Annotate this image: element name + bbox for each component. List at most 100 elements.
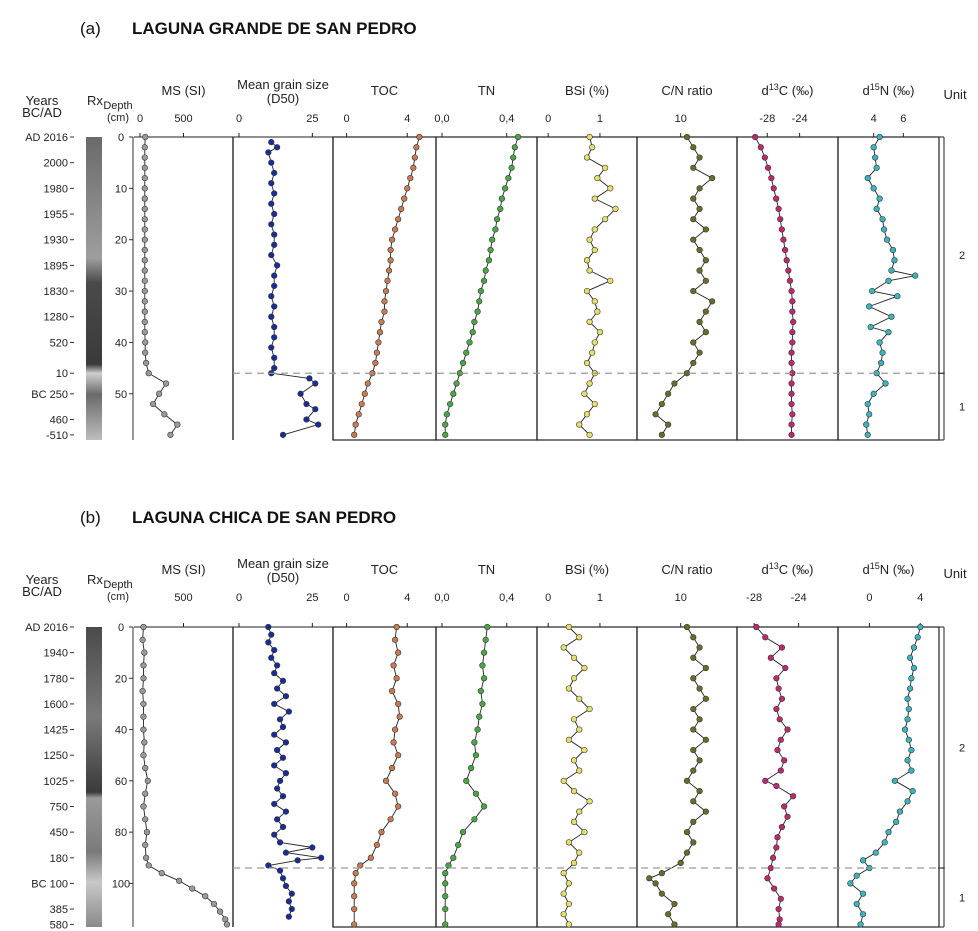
data-point bbox=[777, 736, 784, 743]
data-point bbox=[395, 752, 402, 759]
depth-tick-label: 10 bbox=[115, 183, 127, 195]
x-tick-label: 4 bbox=[404, 113, 410, 125]
depth-tick-label: 0 bbox=[118, 622, 124, 634]
core-label: Rx bbox=[87, 93, 103, 108]
data-point bbox=[502, 185, 509, 192]
data-point bbox=[702, 257, 709, 264]
data-point bbox=[658, 870, 665, 877]
data-point bbox=[358, 400, 365, 408]
series-line bbox=[648, 626, 707, 925]
data-point bbox=[279, 823, 287, 831]
data-point bbox=[271, 670, 278, 677]
data-point bbox=[690, 654, 697, 661]
data-point bbox=[785, 267, 792, 274]
data-point bbox=[271, 731, 278, 738]
data-point bbox=[565, 839, 572, 846]
data-point bbox=[413, 144, 420, 151]
data-point bbox=[586, 380, 593, 387]
data-point bbox=[306, 375, 313, 382]
data-point bbox=[591, 195, 598, 202]
data-point bbox=[361, 390, 368, 397]
data-point bbox=[586, 236, 593, 243]
data-point bbox=[381, 298, 388, 305]
data-point bbox=[442, 421, 449, 428]
data-point bbox=[497, 205, 504, 212]
data-point bbox=[908, 675, 915, 682]
data-point bbox=[141, 216, 148, 223]
series-6: d13C (‰) -28 -24 bbox=[736, 561, 839, 928]
data-point bbox=[789, 793, 797, 800]
data-point bbox=[690, 634, 697, 641]
data-point bbox=[778, 823, 786, 831]
data-point bbox=[145, 862, 152, 869]
data-point bbox=[696, 267, 703, 274]
data-point bbox=[282, 693, 290, 700]
data-point bbox=[771, 885, 778, 892]
series-header: MS (SI) bbox=[161, 83, 205, 98]
data-point bbox=[665, 390, 672, 397]
data-point bbox=[658, 431, 665, 438]
unit-label: 1 bbox=[959, 402, 965, 414]
data-point bbox=[581, 664, 588, 672]
data-point bbox=[570, 818, 578, 825]
data-point bbox=[683, 133, 691, 141]
age-tick-label: 180 bbox=[50, 853, 68, 865]
data-point bbox=[479, 700, 486, 708]
data-point bbox=[387, 246, 394, 254]
data-point bbox=[372, 359, 379, 367]
data-point bbox=[472, 752, 480, 759]
data-point bbox=[677, 859, 684, 866]
data-point bbox=[690, 767, 697, 774]
data-point bbox=[387, 257, 394, 264]
age-tick-label: 520 bbox=[50, 337, 68, 349]
data-point bbox=[773, 782, 780, 790]
data-point bbox=[271, 354, 278, 361]
data-point bbox=[140, 752, 147, 759]
data-point bbox=[271, 231, 278, 238]
data-point bbox=[885, 329, 892, 336]
data-point bbox=[139, 688, 146, 695]
data-point bbox=[466, 339, 473, 346]
column-frame bbox=[636, 136, 738, 441]
data-point bbox=[702, 664, 709, 672]
data-point bbox=[271, 282, 278, 290]
data-point bbox=[268, 139, 275, 146]
data-point bbox=[480, 649, 488, 656]
data-point bbox=[889, 246, 897, 254]
series-line bbox=[142, 626, 228, 925]
data-point bbox=[351, 880, 358, 887]
x-tick-label: 0 bbox=[236, 113, 242, 125]
series-7: d15N (‰) 0 4 bbox=[837, 561, 940, 928]
data-point bbox=[141, 174, 148, 182]
data-point bbox=[565, 900, 572, 908]
data-point bbox=[141, 329, 148, 336]
data-point bbox=[351, 921, 358, 928]
x-tick-label: -28 bbox=[746, 592, 762, 604]
data-point bbox=[869, 287, 876, 295]
data-point bbox=[140, 726, 147, 733]
unit-axis-title: Unit bbox=[943, 566, 967, 581]
data-point bbox=[274, 685, 281, 692]
age-tick-label: 10 bbox=[56, 368, 68, 380]
data-point bbox=[471, 739, 478, 746]
data-point bbox=[788, 390, 795, 397]
data-point bbox=[145, 370, 152, 377]
data-point bbox=[870, 144, 877, 151]
data-point bbox=[883, 236, 891, 243]
x-tick-label: 0 bbox=[344, 113, 350, 125]
data-point bbox=[276, 777, 284, 784]
series-line bbox=[144, 136, 179, 436]
data-point bbox=[690, 839, 697, 846]
depth-tick-label: 100 bbox=[112, 878, 130, 890]
series-header: TOC bbox=[371, 562, 398, 577]
data-point bbox=[690, 144, 697, 151]
data-point bbox=[560, 777, 567, 784]
data-point bbox=[294, 857, 301, 864]
data-point bbox=[896, 808, 904, 815]
data-point bbox=[870, 390, 877, 397]
data-point bbox=[442, 880, 449, 887]
column-frame bbox=[837, 136, 940, 441]
data-point bbox=[511, 144, 518, 151]
data-point bbox=[876, 339, 883, 346]
series-0: MS (SI) 0 500 bbox=[134, 83, 234, 440]
